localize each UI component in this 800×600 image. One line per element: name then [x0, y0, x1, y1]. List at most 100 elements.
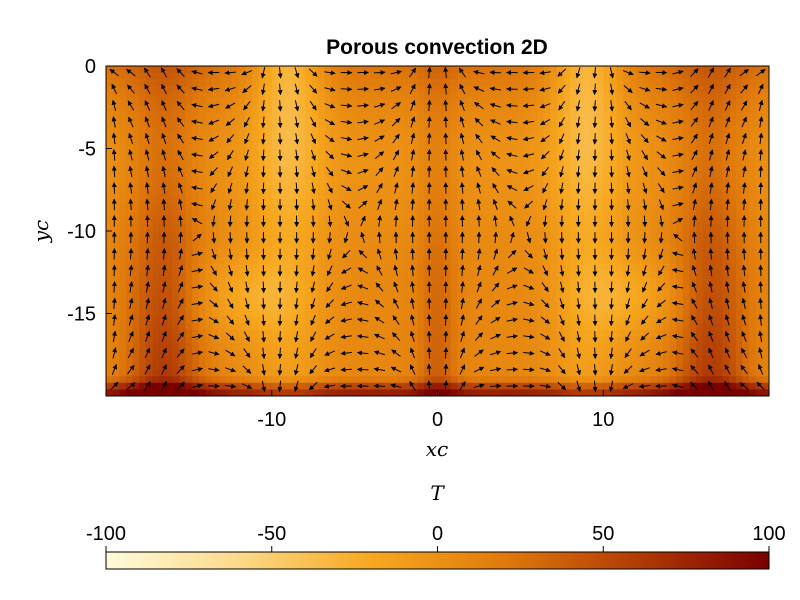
- velocity-arrow: [327, 199, 333, 211]
- velocity-arrow: [277, 67, 283, 79]
- velocity-arrow: [474, 332, 484, 341]
- velocity-arrow: [559, 248, 565, 261]
- velocity-arrow: [210, 265, 217, 276]
- velocity-arrow: [191, 333, 204, 339]
- velocity-arrow: [658, 248, 664, 260]
- velocity-arrow: [176, 100, 185, 111]
- velocity-arrow: [625, 298, 631, 310]
- velocity-arrow: [691, 231, 697, 244]
- velocity-arrow: [392, 315, 400, 325]
- velocity-arrow: [638, 383, 651, 389]
- velocity-arrow: [741, 264, 747, 277]
- velocity-arrow: [473, 366, 485, 373]
- velocity-arrow: [340, 86, 353, 92]
- velocity-arrow: [191, 69, 203, 75]
- velocity-arrow: [242, 365, 252, 374]
- velocity-arrow: [111, 330, 117, 343]
- velocity-arrow: [539, 103, 551, 109]
- velocity-arrow: [293, 331, 299, 343]
- velocity-arrow: [176, 331, 185, 342]
- velocity-arrow: [261, 298, 267, 310]
- velocity-arrow: [623, 85, 633, 94]
- velocity-arrow: [277, 116, 283, 129]
- velocity-arrow: [208, 119, 220, 125]
- velocity-arrow: [691, 166, 698, 177]
- velocity-arrow: [310, 314, 316, 326]
- velocity-arrow: [725, 149, 731, 161]
- velocity-arrow: [739, 382, 749, 391]
- velocity-arrow: [539, 383, 552, 389]
- velocity-arrow: [741, 314, 747, 326]
- velocity-quiver: [109, 66, 766, 393]
- velocity-arrow: [592, 116, 598, 129]
- x-axis-label: xc: [426, 437, 448, 461]
- velocity-arrow: [410, 264, 416, 277]
- velocity-arrow: [310, 117, 317, 128]
- velocity-arrow: [758, 314, 764, 326]
- velocity-arrow: [672, 86, 684, 92]
- velocity-arrow: [326, 166, 334, 177]
- velocity-arrow: [639, 102, 650, 109]
- velocity-arrow: [128, 248, 134, 260]
- velocity-arrow: [523, 334, 535, 340]
- velocity-arrow: [476, 248, 482, 260]
- velocity-arrow: [489, 86, 502, 92]
- velocity-arrow: [655, 86, 668, 92]
- velocity-arrow: [324, 119, 336, 126]
- velocity-arrow: [542, 232, 548, 244]
- velocity-arrow: [178, 281, 184, 293]
- velocity-arrow: [377, 198, 383, 210]
- velocity-arrow: [340, 367, 352, 373]
- velocity-arrow: [492, 265, 499, 276]
- velocity-arrow: [324, 103, 336, 109]
- velocity-arrow: [325, 316, 335, 324]
- velocity-arrow: [390, 383, 402, 389]
- velocity-arrow: [208, 151, 219, 159]
- velocity-arrow: [111, 364, 117, 375]
- velocity-arrow: [309, 84, 318, 94]
- velocity-arrow: [459, 198, 465, 211]
- velocity-arrow: [476, 264, 482, 277]
- velocity-arrow: [690, 117, 699, 127]
- velocity-arrow: [160, 67, 168, 78]
- velocity-arrow: [576, 314, 582, 327]
- velocity-arrow: [375, 282, 384, 292]
- velocity-arrow: [111, 132, 117, 145]
- velocity-arrow: [490, 119, 501, 125]
- velocity-arrow: [608, 380, 614, 392]
- velocity-arrow: [376, 182, 383, 194]
- velocity-arrow: [575, 265, 581, 277]
- velocity-arrow: [490, 151, 501, 159]
- velocity-arrow: [357, 185, 369, 192]
- velocity-arrow: [708, 198, 714, 211]
- velocity-arrow: [191, 284, 204, 290]
- velocity-arrow: [443, 66, 449, 79]
- velocity-arrow: [277, 314, 283, 327]
- velocity-arrow: [493, 248, 499, 260]
- velocity-arrow: [740, 84, 749, 94]
- velocity-arrow: [489, 102, 501, 108]
- velocity-arrow: [410, 281, 415, 293]
- velocity-arrow: [293, 314, 299, 327]
- velocity-arrow: [128, 281, 134, 293]
- velocity-arrow: [625, 248, 631, 261]
- velocity-arrow: [340, 350, 352, 356]
- velocity-arrow: [608, 347, 614, 360]
- velocity-arrow: [294, 116, 300, 128]
- velocity-arrow: [161, 347, 167, 359]
- velocity-arrow: [443, 347, 449, 359]
- velocity-arrow: [390, 69, 402, 75]
- velocity-arrow: [111, 116, 117, 128]
- velocity-arrow: [326, 282, 334, 293]
- velocity-arrow: [176, 365, 185, 375]
- velocity-arrow: [145, 264, 151, 277]
- velocity-arrow: [656, 135, 667, 142]
- velocity-arrow: [161, 132, 167, 144]
- velocity-arrow: [241, 70, 253, 76]
- velocity-arrow: [161, 364, 167, 375]
- velocity-arrow: [640, 315, 649, 325]
- velocity-arrow: [522, 86, 535, 92]
- velocity-arrow: [161, 182, 167, 194]
- velocity-arrow: [559, 149, 565, 161]
- velocity-arrow: [244, 298, 250, 310]
